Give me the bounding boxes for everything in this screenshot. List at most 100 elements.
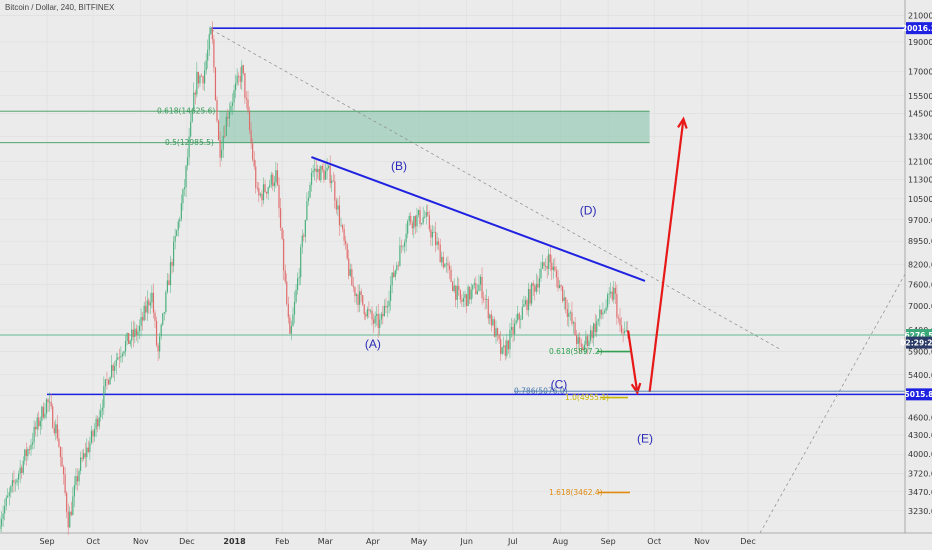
x-tick-label[interactable]: Jul [507,537,518,546]
candle-body [624,331,626,333]
candle-body [314,168,316,171]
candle-body [456,285,458,300]
candle-body [259,193,261,196]
candle-body [276,170,279,185]
candle-body [425,211,427,217]
candle-body [188,136,190,158]
candle-body [526,300,528,311]
candle-body [2,513,4,520]
candle-body [131,329,133,341]
fib-level-label: 0.618(5897.2) [549,347,603,356]
candle-body [33,426,35,443]
candle-body [250,130,252,144]
fib-zone-layer [0,110,650,144]
x-tick-label[interactable]: Sep [39,537,54,546]
x-tick-label[interactable]: Nov [133,537,149,546]
candle-body [112,365,114,371]
candle-body [69,511,71,528]
candle-body [413,216,415,229]
candle-body [329,165,331,184]
candle-body [49,401,51,403]
candle-body [346,243,348,259]
candle-body [507,340,509,350]
y-tick-label: 7000.0 [908,302,932,311]
price-badge-bg [906,336,932,349]
y-tick-label: 14500.0 [908,109,932,118]
candle-body [541,262,544,269]
forecast-arrow-line [648,118,685,393]
candle-body [512,326,514,335]
candle-body [438,241,440,245]
fib-level-label: 0.786(5076.0) [514,387,568,396]
plot-area[interactable] [0,0,905,533]
candle-body [470,289,472,300]
candle-body [576,335,578,344]
candle-body [44,413,46,418]
candle-body [146,300,148,313]
candle-body [383,305,385,317]
candle-body [509,329,511,350]
candle-body [396,265,398,271]
candle-body [390,285,392,302]
candles [0,21,629,535]
x-tick-label[interactable]: Apr [366,537,381,546]
candle-body [326,167,328,172]
x-tick-label[interactable]: Mar [318,537,334,546]
price-axis[interactable] [905,0,932,550]
x-tick-label[interactable]: Oct [86,537,100,546]
candle-body [492,319,494,326]
candle-body [501,347,503,354]
candle-body [490,314,492,326]
candle-body [134,328,136,338]
candle-body [484,299,486,300]
x-tick-label[interactable]: 2018 [223,537,246,546]
candle-body [447,263,449,266]
x-tick-label[interactable]: Nov [694,537,710,546]
candle-body [619,318,621,326]
candle-body [221,149,223,158]
candle-body [8,492,10,496]
candle-body [140,317,142,326]
x-tick-label[interactable]: Aug [553,537,569,546]
candle-body [428,215,430,230]
fib-level-label: 0.618(14625.6) [157,107,215,116]
candle-body [11,480,13,487]
candle-body [98,417,100,427]
candle-body [126,332,128,341]
candle-body [597,318,599,322]
candle-body [478,284,480,292]
x-tick-label[interactable]: Dec [179,537,194,546]
candle-body [194,92,196,95]
x-tick-label[interactable]: Oct [647,537,661,546]
candle-body [560,285,562,287]
trendline [311,156,646,282]
candle-body [596,321,598,333]
x-tick-label[interactable]: Feb [275,537,289,546]
x-axis-ticks[interactable]: Sep Oct Nov Dec 2018 Feb Mar Apr May Jun Jul Aug Sep… [39,537,755,546]
candle-body [87,447,89,452]
candle-body [224,135,226,137]
forecast-arrow-head [677,116,688,129]
candle-body [569,312,571,314]
candle-body [86,447,88,458]
candle-body [169,262,172,286]
candle-body [213,39,215,68]
candle-body [149,302,151,306]
candle-body [315,168,317,173]
candle-body [80,457,82,471]
candle-body [445,263,447,265]
candle-body [76,476,79,482]
candle-body [163,312,165,314]
x-tick-label[interactable]: Jun [459,537,473,546]
x-tick-label[interactable]: Sep [601,537,616,546]
candle-body [61,456,63,467]
x-tick-label[interactable]: Dec [740,537,755,546]
candle-body [473,283,475,285]
x-tick-label[interactable]: May [411,537,428,546]
candle-body [19,467,21,474]
candle-body [135,328,137,336]
candle-body [45,399,48,414]
candle-body [154,312,156,321]
wave-label-d: (D) [580,203,597,217]
